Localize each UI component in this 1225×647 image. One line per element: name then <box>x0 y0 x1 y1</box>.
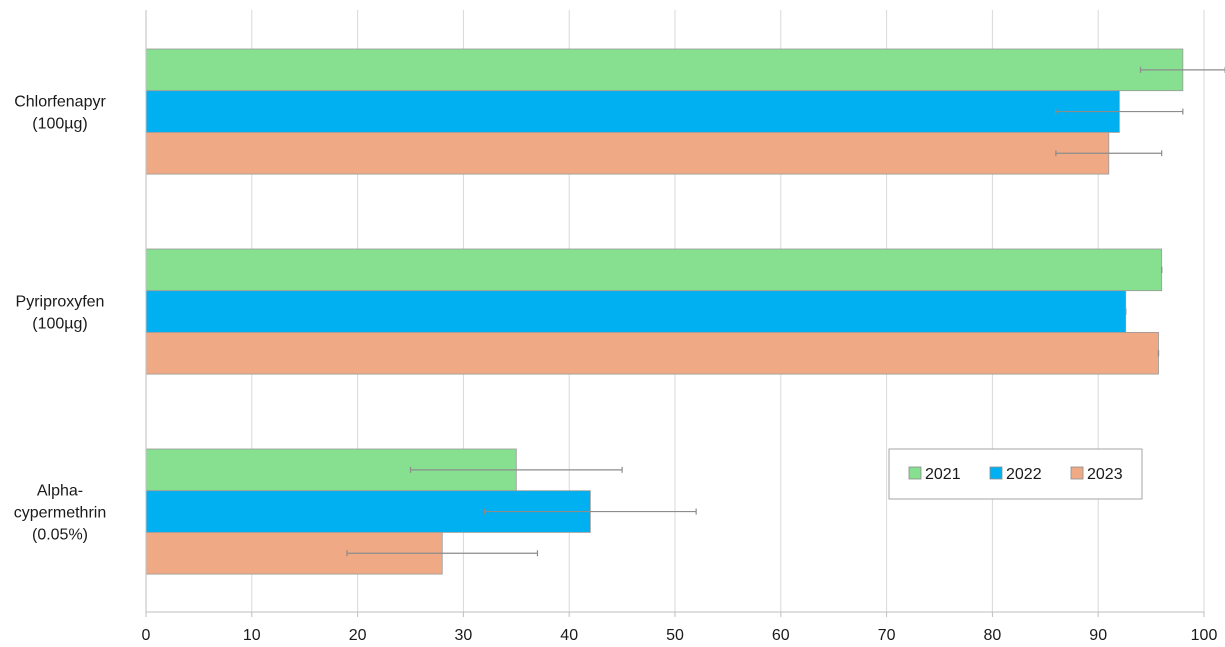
category-labels: Chlorfenapyr (100µg) Pyriproxyfen (100µg) Al… <box>14 94 107 544</box>
x-tick-label-100: 100 <box>1191 627 1218 644</box>
x-tick-label-50: 50 <box>666 627 684 644</box>
bar-2022-cat-1 <box>145 290 1127 333</box>
legend-swatch-2023 <box>1070 466 1084 480</box>
legend-label-2022: 2022 <box>1006 466 1042 483</box>
bar-2022-cat-0 <box>145 90 1120 133</box>
bars <box>145 48 1184 575</box>
bar-2023-cat-0 <box>145 131 1110 175</box>
x-tick-label-20: 20 <box>349 627 367 644</box>
bar-2021-cat-1 <box>145 248 1163 292</box>
x-tick-label-60: 60 <box>772 627 790 644</box>
category-label-2-line-0: Alpha- <box>37 483 83 500</box>
legend-swatch-2022 <box>989 466 1003 480</box>
error-bars <box>346 66 1225 557</box>
x-tick-labels: 0 10 20 30 40 50 60 70 80 90 100 <box>142 627 1218 644</box>
bar-2023-cat-1 <box>145 331 1159 375</box>
category-label-1-line-1: (100µg) <box>32 316 87 333</box>
legend-swatch-2021 <box>908 466 922 480</box>
x-tick-label-90: 90 <box>1089 627 1107 644</box>
axes <box>145 10 1205 617</box>
x-tick-label-10: 10 <box>243 627 261 644</box>
legend-label-2021: 2021 <box>925 466 961 483</box>
category-label-2-line-1: cypermethrin <box>14 505 106 522</box>
bar-2021-cat-0 <box>145 48 1184 92</box>
category-label-0-line-1: (100µg) <box>32 116 87 133</box>
category-label-1-line-0: Pyriproxyfen <box>16 294 105 311</box>
x-tick-label-40: 40 <box>560 627 578 644</box>
legend: 2021 2022 2023 <box>888 448 1143 500</box>
x-tick-label-0: 0 <box>142 627 151 644</box>
x-tick-label-80: 80 <box>984 627 1002 644</box>
x-tick-label-70: 70 <box>878 627 896 644</box>
legend-box <box>888 448 1143 500</box>
category-label-2-line-2: (0.05%) <box>32 527 88 544</box>
x-tick-label-30: 30 <box>455 627 473 644</box>
legend-label-2023: 2023 <box>1087 466 1123 483</box>
category-label-0-line-0: Chlorfenapyr <box>14 94 106 111</box>
